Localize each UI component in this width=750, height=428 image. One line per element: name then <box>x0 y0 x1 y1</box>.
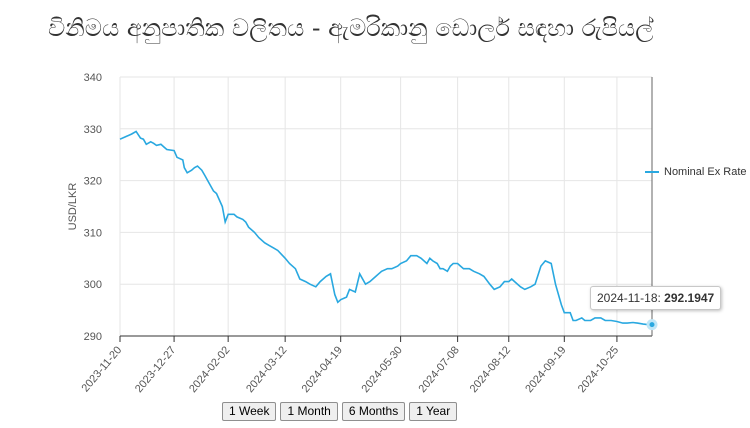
series-line-nominal-ex-rate <box>119 130 652 326</box>
x-tick-label: 2024-08-12 <box>468 344 513 395</box>
grid-lines <box>119 76 652 337</box>
axes <box>119 335 652 342</box>
x-tick-label: 2024-05-30 <box>360 344 405 395</box>
x-tick-label: 2024-09-19 <box>523 344 568 395</box>
x-tick-label: 2023-11-20 <box>79 344 124 394</box>
x-tick-label: 2023-12-27 <box>133 344 178 395</box>
range-1-week-button[interactable]: 1 Week <box>222 402 277 421</box>
y-tick-labels: 290 300 310 320 330 340 <box>84 72 102 343</box>
page-title: විනිමය අනුපාතික වලිතය - ඇමරිකානු ඩොලර් ස… <box>48 14 654 42</box>
range-controls: 1 Week 1 Month 6 Months 1 Year <box>222 402 458 421</box>
y-tick-label: 320 <box>84 176 102 188</box>
legend-line-icon <box>645 171 659 173</box>
y-axis-label: USD/LKR <box>67 183 79 231</box>
x-tick-label: 2024-04-19 <box>300 344 345 395</box>
y-tick-label: 310 <box>84 227 102 239</box>
x-tick-label: 2024-07-08 <box>417 344 462 395</box>
tooltip-date: 2024-11-18 <box>597 291 658 305</box>
legend[interactable]: Nominal Ex Rate <box>645 166 747 178</box>
range-1-month-button[interactable]: 1 Month <box>280 402 338 421</box>
legend-label: Nominal Ex Rate <box>664 166 747 178</box>
x-tick-label: 2024-03-12 <box>244 344 289 395</box>
hover-point <box>646 319 658 331</box>
range-6-months-button[interactable]: 6 Months <box>341 402 406 421</box>
x-tick-label: 2024-10-25 <box>576 344 621 395</box>
y-tick-label: 300 <box>84 279 102 291</box>
tooltip: 2024-11-18: 292.1947 <box>590 286 722 310</box>
tooltip-value: 292.1947 <box>664 291 715 305</box>
x-tick-label: 2024-02-02 <box>187 344 232 395</box>
y-tick-label: 330 <box>84 124 102 136</box>
x-tick-labels: 2023-11-20 2023-12-27 2024-02-02 2024-03-12… <box>79 344 621 395</box>
y-tick-label: 290 <box>84 331 102 343</box>
y-tick-label: 340 <box>84 72 102 84</box>
range-1-year-button[interactable]: 1 Year <box>409 402 458 421</box>
